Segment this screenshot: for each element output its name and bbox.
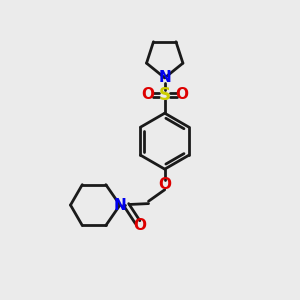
Text: O: O xyxy=(175,87,188,102)
Text: O: O xyxy=(158,177,171,192)
Text: S: S xyxy=(159,86,171,104)
Text: N: N xyxy=(114,198,126,213)
Text: O: O xyxy=(134,218,146,232)
Text: O: O xyxy=(141,87,154,102)
Text: N: N xyxy=(158,70,171,86)
